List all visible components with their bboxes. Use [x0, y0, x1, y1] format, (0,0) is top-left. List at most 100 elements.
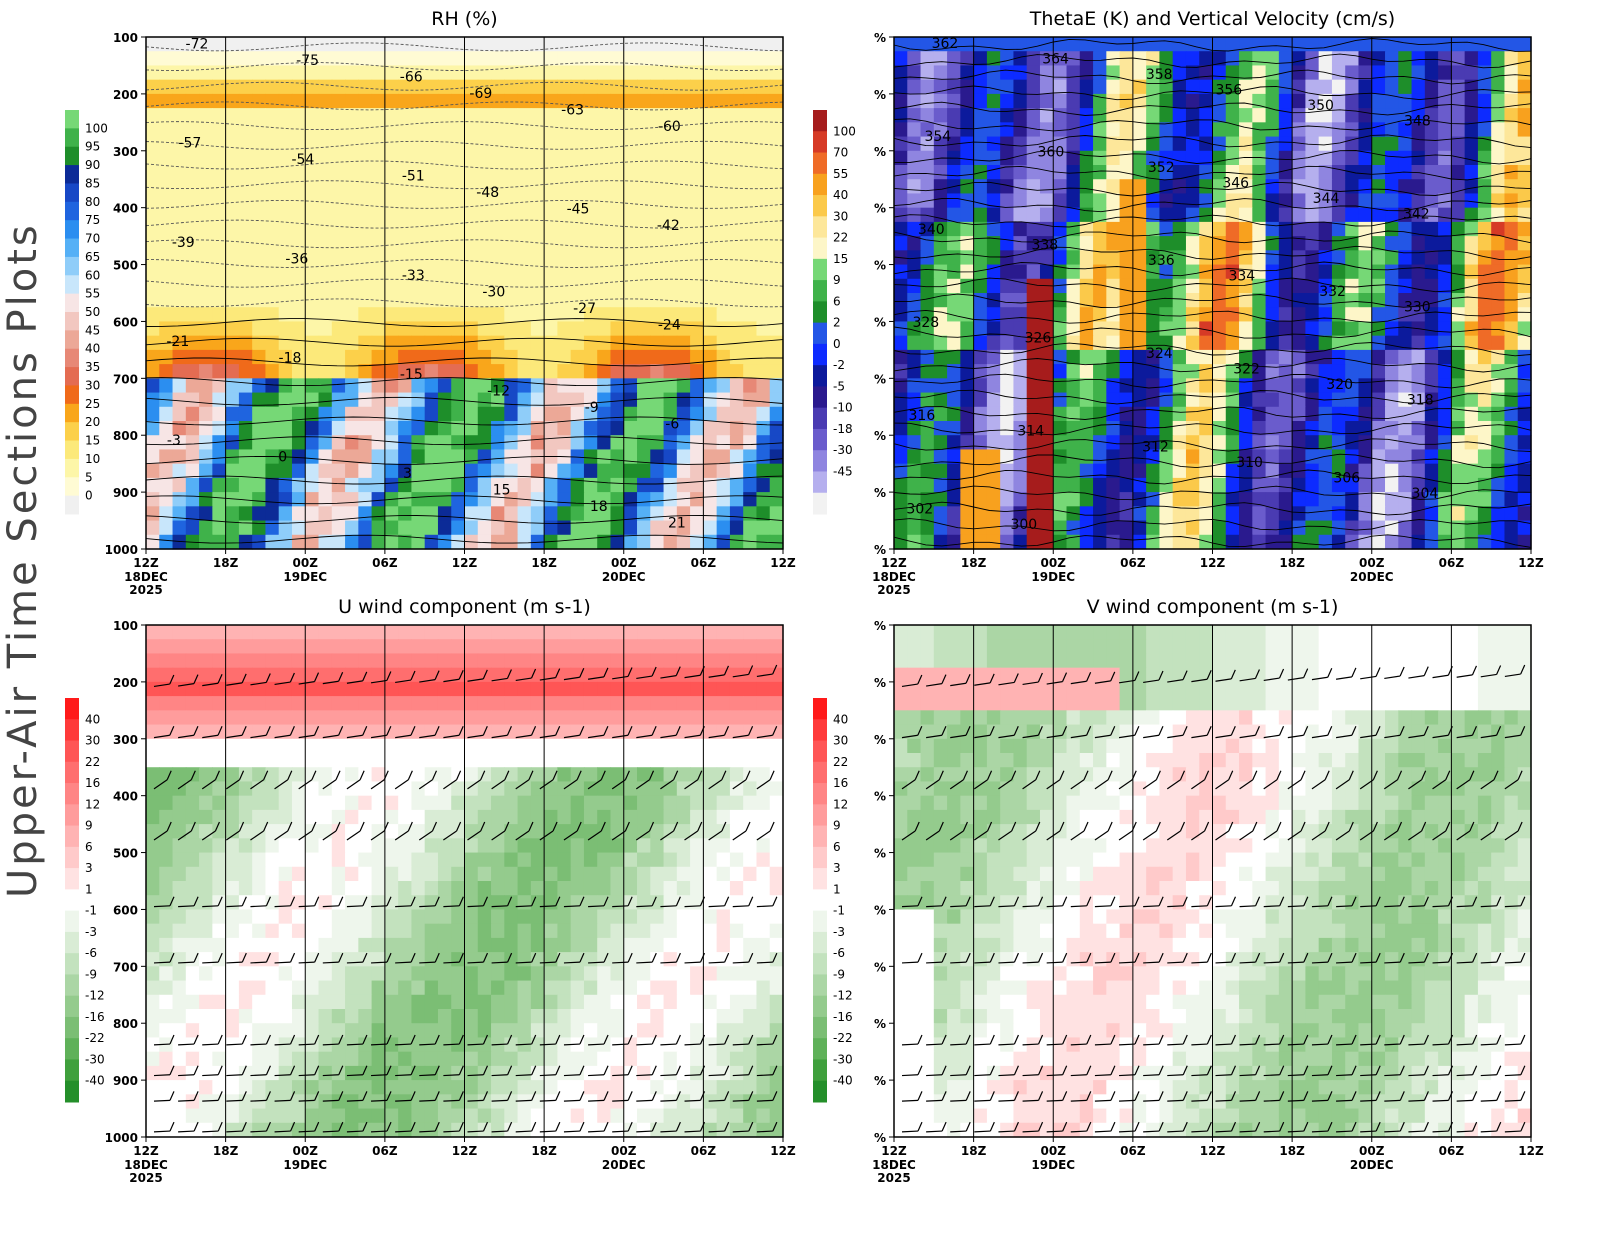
wind-barb-flag	[1279, 726, 1285, 736]
wind-barb-flag	[1134, 671, 1140, 681]
wind-barb-flag	[362, 952, 368, 963]
colorbar-swatch	[813, 1080, 827, 1103]
wind-barb	[1239, 1043, 1256, 1046]
wind-barb-flag	[1110, 896, 1116, 907]
wind-barb-flag	[962, 821, 968, 832]
wind-barb-flag	[1013, 1121, 1019, 1132]
colorbar-swatch	[65, 868, 79, 890]
wind-barb-flag	[1324, 770, 1330, 781]
wind-barb-flag	[507, 1121, 513, 1132]
wind-barb-flag	[338, 726, 344, 736]
colorbar-swatch	[65, 719, 79, 742]
wind-barb	[298, 734, 315, 739]
colorbar-label: 15	[833, 252, 848, 266]
contour-label: 342	[1403, 207, 1430, 223]
wind-barb	[1360, 1130, 1377, 1133]
wind-barb	[419, 679, 436, 683]
wind-barb-flag	[1037, 726, 1043, 736]
wind-barb-flag	[1038, 896, 1044, 907]
wind-barb-flag	[1279, 896, 1285, 907]
wind-barb	[178, 734, 195, 739]
contour-label: -33	[402, 268, 425, 284]
x-tick-label: 06Z	[1120, 1144, 1146, 1158]
colorbar-swatch	[65, 422, 79, 442]
wind-barb	[1070, 779, 1085, 790]
wind-barb-flag	[917, 1065, 923, 1076]
wind-barb-flag	[1421, 770, 1427, 781]
wind-barb-flag	[1279, 1065, 1285, 1076]
contour-label: 344	[1313, 191, 1340, 207]
contour-label: 302	[906, 501, 933, 517]
wind-barb	[563, 779, 578, 790]
wind-barb	[1384, 1074, 1401, 1077]
wind-barb-flag	[555, 726, 561, 736]
wind-barb	[660, 1074, 677, 1077]
wind-barb	[226, 1099, 243, 1102]
wind-barb	[732, 1130, 749, 1133]
wind-barb	[756, 779, 771, 790]
wind-barb	[346, 680, 363, 684]
colorbar-swatch	[813, 825, 827, 848]
wind-barb-flag	[1158, 1091, 1164, 1101]
wind-barb	[1143, 734, 1160, 739]
contour-label: 326	[1025, 331, 1052, 347]
wind-barb	[1456, 1130, 1473, 1133]
wind-barb-flag	[1471, 726, 1478, 736]
y-tick-label: 500	[113, 259, 138, 273]
wind-barb-flag	[1496, 1121, 1502, 1132]
contour-label: 3	[403, 466, 412, 482]
wind-barb-flag	[600, 821, 606, 832]
wind-barb-flag	[338, 1121, 344, 1132]
wind-barb-flag	[603, 1091, 609, 1101]
colorbar-swatch	[813, 365, 827, 387]
wind-barb	[226, 682, 243, 686]
wind-barb-flag	[1423, 1091, 1429, 1101]
contour-label: 21	[668, 516, 686, 532]
wind-barb-flag	[480, 770, 486, 781]
wind-barb	[901, 1130, 919, 1133]
wind-barb-flag	[1303, 896, 1309, 907]
wind-barb	[925, 830, 940, 841]
colorbar-label: -3	[85, 925, 97, 939]
colorbar-swatch	[813, 1016, 827, 1039]
wind-barb	[1191, 734, 1208, 739]
date-label: 18DEC	[124, 1158, 168, 1172]
colorbar-label: 75	[85, 213, 100, 227]
wind-barb-flag	[169, 674, 175, 685]
wind-barb	[925, 779, 940, 790]
wind-barb	[1311, 1099, 1328, 1102]
wind-barb-flag	[1230, 952, 1237, 963]
contour-line	[145, 140, 784, 150]
wind-barb	[1167, 1130, 1184, 1133]
wind-barb	[491, 905, 508, 908]
wind-barb	[202, 1099, 219, 1102]
wind-barb-flag	[289, 672, 295, 683]
wind-barb	[202, 734, 219, 739]
wind-barb-flag	[482, 1065, 489, 1076]
wind-barb-flag	[458, 1034, 464, 1045]
wind-barb-flag	[482, 1034, 489, 1045]
wind-barb-flag	[1255, 1121, 1261, 1132]
wind-barb-flag	[410, 896, 416, 907]
wind-barb	[322, 1130, 339, 1133]
colorbar-label: -2	[833, 358, 845, 372]
wind-barb	[298, 1099, 315, 1102]
wind-barb	[274, 734, 291, 739]
wind-barb	[756, 1130, 773, 1133]
wind-barb-flag	[1399, 666, 1405, 677]
colorbar-swatch	[813, 492, 827, 515]
wind-barb-flag	[1086, 1091, 1092, 1101]
wind-barb-flag	[651, 726, 657, 736]
wind-barb-flag	[311, 770, 317, 781]
wind-barb-flag	[1252, 821, 1258, 832]
wind-barb-flag	[962, 770, 968, 781]
wind-barb-flag	[1423, 896, 1429, 907]
wind-barb	[563, 830, 578, 841]
wind-barb-flag	[648, 770, 655, 781]
wind-barb	[660, 1130, 677, 1133]
wind-barb	[1408, 1130, 1425, 1133]
wind-barb-flag	[579, 1091, 585, 1101]
wind-barb	[998, 734, 1015, 739]
wind-barb-flag	[1230, 669, 1236, 680]
wind-barb	[684, 961, 701, 964]
